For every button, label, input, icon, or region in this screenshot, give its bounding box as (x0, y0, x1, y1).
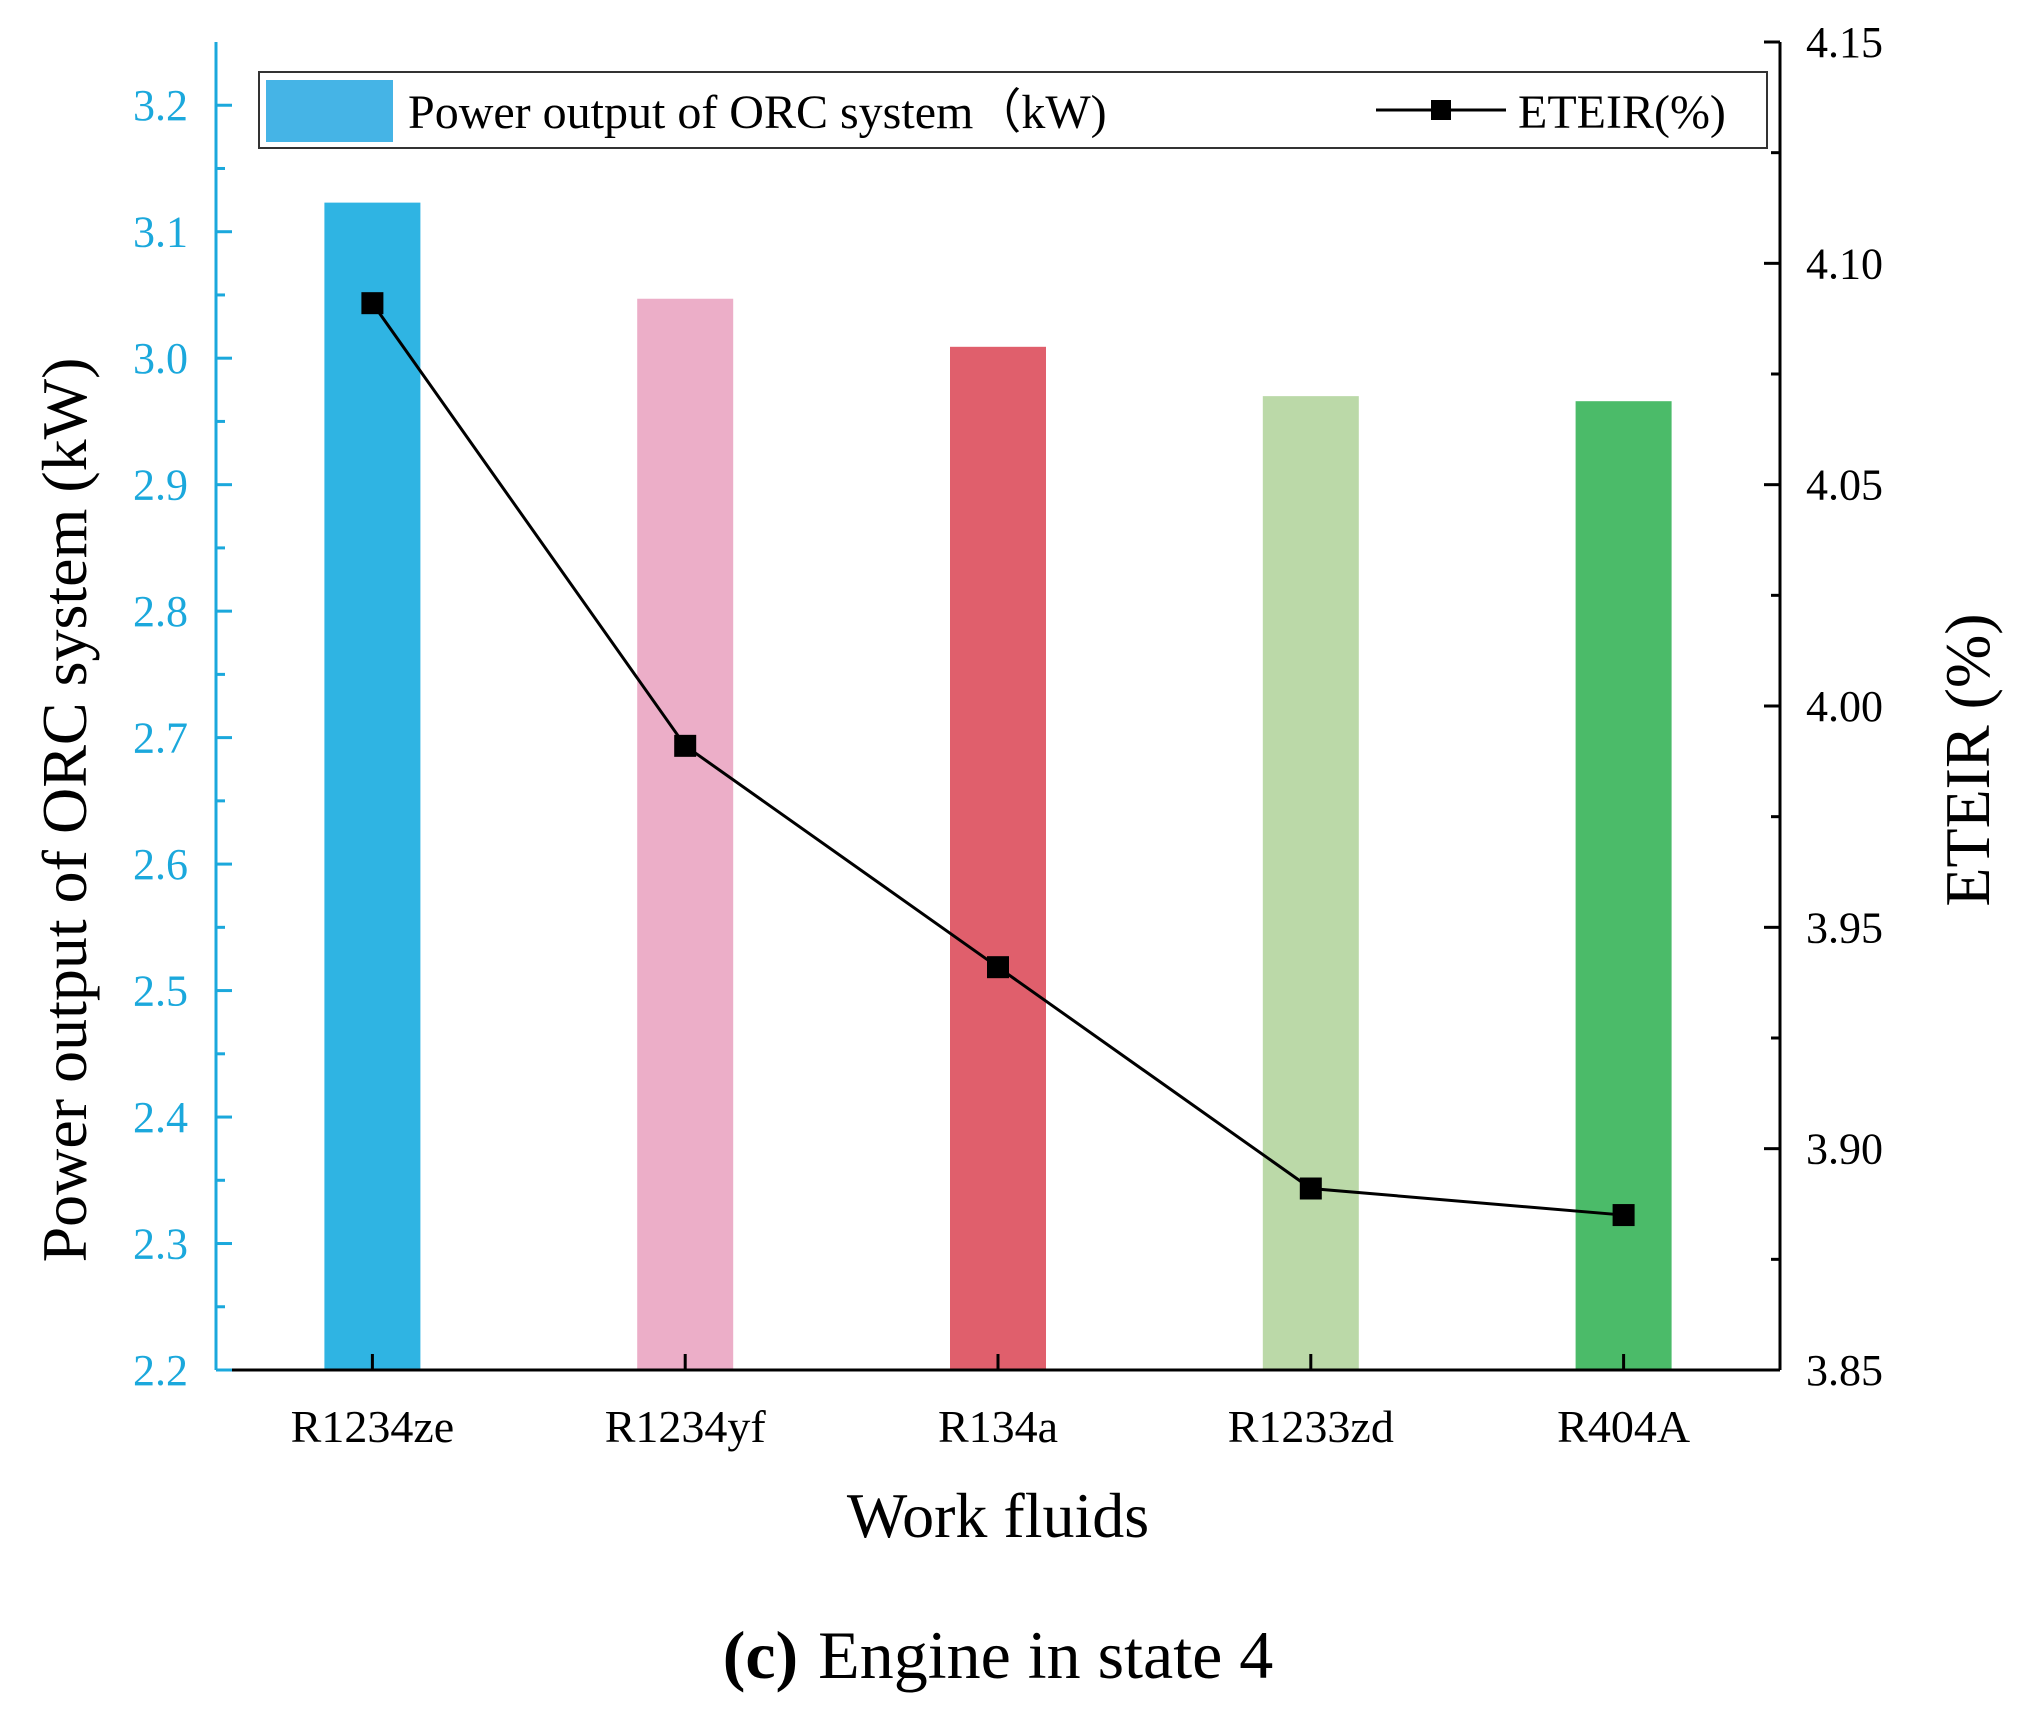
x-axis-title: Work fluids (847, 1480, 1149, 1551)
legend-bar-swatch (266, 80, 393, 142)
legend-box (258, 71, 1768, 149)
caption-label: (c) (723, 1617, 798, 1693)
right-tick-label: 3.95 (1806, 903, 1883, 952)
bar-r1234yf (637, 298, 734, 1370)
figure-caption: (c) Engine in state 4 (723, 1617, 1274, 1693)
bar-r1234ze (324, 202, 421, 1370)
eteir-marker-r1234ze (361, 292, 384, 315)
x-tick-label-r134a: R134a (938, 1401, 1058, 1452)
left-tick-label: 2.9 (133, 461, 188, 510)
bar-r1233zd (1262, 396, 1359, 1371)
x-tick-label-r1234yf: R1234yf (605, 1401, 767, 1452)
left-tick-label: 2.7 (133, 714, 188, 763)
right-axis-title: ETEIR (%) (1932, 613, 2003, 906)
line-series (361, 292, 1635, 1227)
right-tick-label: 3.85 (1806, 1346, 1883, 1395)
right-tick-label: 3.90 (1806, 1125, 1883, 1174)
right-tick-label: 4.15 (1806, 18, 1883, 67)
left-tick-label: 2.2 (133, 1346, 188, 1395)
eteir-marker-r1233zd (1299, 1177, 1322, 1200)
left-axis-title: Power output of ORC system (kW) (29, 358, 100, 1263)
x-tick-label-r404a: R404A (1557, 1401, 1690, 1452)
eteir-marker-r134a (987, 956, 1009, 979)
left-tick-label: 2.4 (133, 1093, 188, 1142)
legend: Power output of ORC system（kW) ETEIR(%) (258, 71, 1768, 149)
left-tick-label: 2.5 (133, 967, 188, 1016)
bar-r134a (950, 346, 1046, 1370)
x-tick-label-r1233zd: R1233zd (1228, 1401, 1394, 1452)
left-tick-label: 2.6 (133, 840, 188, 889)
eteir-marker-r404a (1612, 1204, 1635, 1227)
x-tick-label-r1234ze: R1234ze (291, 1401, 455, 1452)
legend-bar-label: Power output of ORC system（kW) (408, 86, 1107, 139)
right-tick-label: 4.10 (1806, 239, 1883, 288)
caption-text: Engine in state 4 (818, 1617, 1273, 1693)
axes: 2.2 2.3 2.4 2.5 2.6 2.7 2.8 2.9 3.0 3.1 3.2 3.85 3.9… (133, 18, 1883, 1452)
left-tick-label: 2.8 (133, 587, 188, 636)
right-tick-label: 4.00 (1806, 682, 1883, 731)
eteir-marker-r1234yf (674, 734, 697, 757)
left-tick-label: 3.2 (133, 81, 188, 130)
left-tick-label: 3.1 (133, 208, 188, 257)
left-tick-label: 2.3 (133, 1220, 188, 1269)
bar-series (324, 202, 1672, 1371)
left-tick-label: 3.0 (133, 334, 188, 383)
legend-line-marker (1431, 100, 1451, 120)
right-tick-label: 4.05 (1806, 461, 1883, 510)
legend-line-label: ETEIR(%) (1518, 86, 1726, 139)
